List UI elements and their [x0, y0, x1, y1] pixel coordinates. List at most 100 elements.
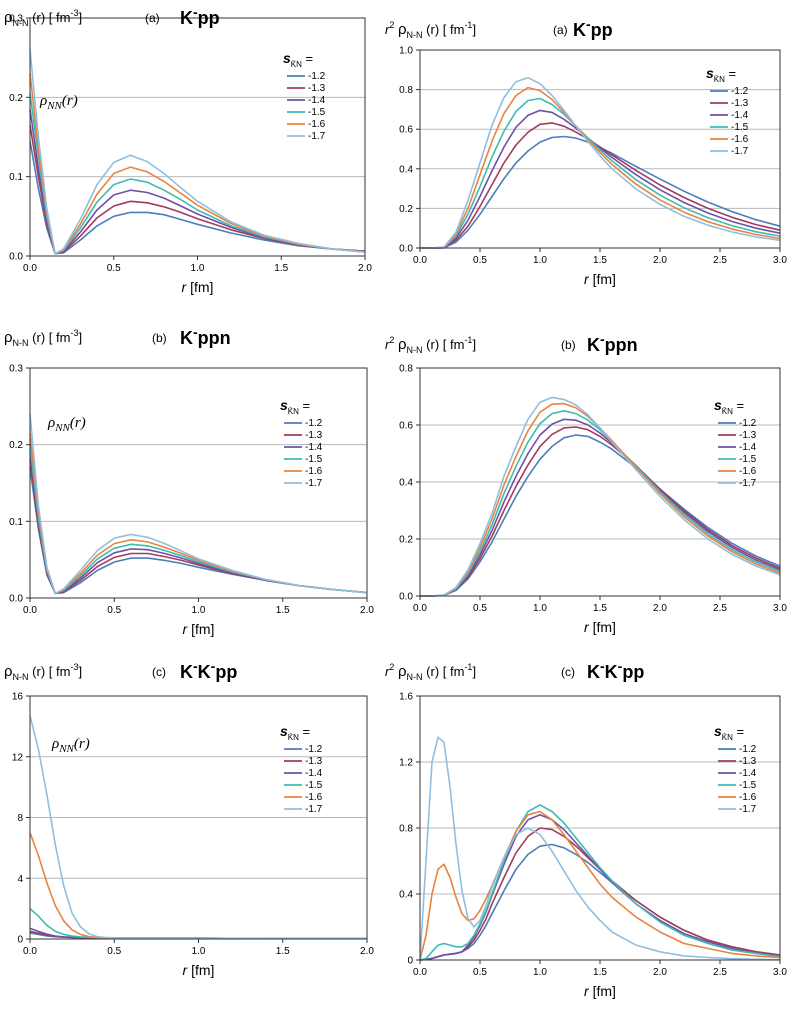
x-label-unit: [fm]	[187, 621, 214, 637]
system-part: K	[198, 662, 211, 682]
system-minus: -	[618, 658, 623, 674]
y-tick-label: 0.0	[399, 244, 413, 255]
series-line--1.3	[420, 426, 781, 597]
y-label-close: ]	[472, 337, 476, 352]
y-axis-label: r2 ρN-N (r) [ fm-1]	[385, 335, 476, 355]
series-line--1.7	[420, 396, 781, 597]
x-tick-label: 1.5	[593, 255, 607, 266]
y-tick-label: 0.8	[399, 364, 413, 375]
legend-label--1.7: -1.7	[739, 478, 757, 489]
y-label-exp: 2	[389, 335, 394, 345]
legend-label--1.7: -1.7	[308, 131, 326, 142]
series-line--1.6	[420, 86, 781, 249]
y-label-rho: ρ	[398, 663, 407, 680]
system-part: pp	[622, 662, 644, 682]
legend-label--1.7: -1.7	[305, 478, 323, 489]
series-line--1.7	[420, 76, 781, 249]
series-line--1.2	[419, 843, 781, 961]
system-part: K	[573, 20, 586, 40]
chart-panel-5: 0.0 0.5 1.0 1.5 2.0 2.5 3.000.40.81.21.6r2 ρN-…	[385, 658, 787, 999]
y-tick-label: 0	[407, 956, 413, 967]
legend-title: sK̄N =	[714, 723, 744, 742]
inset-fn: (r)	[70, 415, 86, 431]
legend-label--1.2: -1.2	[731, 86, 749, 97]
y-axis-label: ρN-N (r) [ fm-3]	[4, 662, 82, 682]
y-label-exp: 2	[389, 20, 394, 30]
y-label-close: ]	[78, 664, 82, 679]
x-tick-label: 1.5	[276, 946, 290, 957]
x-label-unit: [fm]	[186, 279, 213, 295]
y-label-unit-exp: -3	[70, 8, 78, 18]
y-label-fn: (r)	[426, 337, 439, 352]
y-tick-label: 0.1	[9, 517, 23, 528]
system-minus: -	[193, 658, 198, 674]
system-title: K-K-pp	[587, 658, 644, 682]
x-axis-label: r [fm]	[584, 271, 616, 287]
system-part: pp	[198, 8, 220, 28]
legend-label--1.3: -1.3	[305, 430, 323, 441]
inset-sub: NN	[46, 100, 62, 112]
x-tick-label: 2.5	[713, 603, 727, 614]
legend-s: s	[714, 723, 722, 739]
y-label-unit: [ fm	[45, 10, 70, 25]
series-line--1.4	[420, 109, 781, 249]
y-tick-label: 4	[17, 874, 23, 885]
x-label-unit: [fm]	[589, 619, 616, 635]
legend-label--1.5: -1.5	[731, 122, 749, 133]
y-label-r: r	[385, 664, 390, 679]
inset-rho: ρ	[51, 736, 59, 752]
y-tick-label: 1.2	[399, 758, 413, 769]
inset-label: ρNN(r)	[39, 93, 78, 112]
system-minus: -	[586, 16, 591, 32]
y-label-sub: N-N	[13, 18, 29, 28]
inset-rho: ρ	[47, 415, 55, 431]
panel-tag: (b)	[561, 338, 576, 352]
legend-sub: K̄N	[288, 733, 299, 742]
x-tick-label: 3.0	[773, 967, 787, 978]
panel-tag: (a)	[553, 23, 568, 37]
y-label-fn: (r)	[32, 10, 45, 25]
y-label-close: ]	[472, 22, 476, 37]
y-label-sub: N-N	[407, 345, 423, 355]
system-minus: -	[600, 331, 605, 347]
x-label-unit: [fm]	[589, 271, 616, 287]
series-line--1.7	[29, 49, 366, 255]
series-line--1.7	[419, 736, 781, 961]
y-label-fn: (r)	[426, 664, 439, 679]
legend-eq: =	[733, 724, 744, 739]
legend-title: sK̄N =	[714, 397, 744, 416]
x-axis-label: r [fm]	[584, 983, 616, 999]
y-tick-label: 0.6	[399, 421, 413, 432]
x-tick-label: 2.5	[713, 255, 727, 266]
x-tick-label: 3.0	[773, 255, 787, 266]
legend-title: sK̄N =	[280, 397, 310, 416]
series-line--1.6	[29, 832, 368, 940]
x-tick-label: 1.5	[274, 263, 288, 274]
legend-label--1.2: -1.2	[305, 744, 323, 755]
legend-label--1.7: -1.7	[305, 804, 323, 815]
y-axis-label: ρN-N (r) [ fm-3]	[4, 8, 82, 28]
y-label-r: r	[385, 22, 390, 37]
system-minus: -	[193, 324, 198, 340]
legend-label--1.5: -1.5	[739, 780, 757, 791]
y-axis-label: r2 ρN-N (r) [ fm-1]	[385, 662, 476, 682]
x-tick-label: 1.0	[192, 605, 206, 616]
x-axis-label: r [fm]	[183, 962, 215, 978]
chart-panel-1: 0.0 0.5 1.0 1.5 2.0 2.5 3.0 0.0 0.2 0.4 0.6 0.8 1.0 r…	[385, 16, 787, 287]
legend-label--1.3: -1.3	[739, 430, 757, 441]
legend-title: sK̄N =	[706, 65, 736, 84]
legend-title: sK̄N =	[280, 723, 310, 742]
y-tick-label: 0.4	[399, 164, 413, 175]
series-line--1.4	[419, 813, 781, 961]
inset-label: ρNN(r)	[51, 736, 90, 755]
system-title: K-ppn	[587, 331, 638, 355]
legend-sub: K̄N	[291, 60, 302, 69]
series-line--1.6	[420, 402, 781, 597]
panel-tag: (c)	[152, 665, 166, 679]
x-axis-label: r [fm]	[183, 621, 215, 637]
legend-s: s	[280, 723, 288, 739]
legend-label--1.6: -1.6	[305, 792, 323, 803]
x-tick-label: 1.5	[276, 605, 290, 616]
